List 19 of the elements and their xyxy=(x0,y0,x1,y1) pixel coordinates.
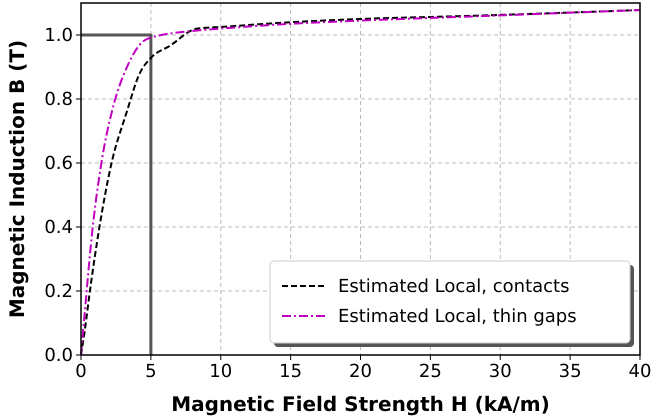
x-tick-label: 20 xyxy=(349,361,372,382)
x-tick-label: 25 xyxy=(418,361,442,382)
y-tick-label: 0.2 xyxy=(44,281,73,302)
x-tick-label: 15 xyxy=(279,361,302,382)
x-tick-label: 35 xyxy=(558,361,582,382)
x-tick-label: 30 xyxy=(488,361,512,382)
y-tick-label: 0.4 xyxy=(44,217,73,238)
legend-label: Estimated Local, contacts xyxy=(338,276,570,297)
x-tick-label: 40 xyxy=(628,361,651,382)
y-tick-label: 0.8 xyxy=(44,89,73,110)
y-tick-label: 0.6 xyxy=(44,153,73,174)
x-tick-label: 5 xyxy=(145,361,157,382)
y-axis-title: Magnetic Induction B (T) xyxy=(5,40,29,318)
y-tick-label: 0.0 xyxy=(44,345,73,366)
x-axis-title: Magnetic Field Strength H (kA/m) xyxy=(171,392,550,416)
y-tick-label: 1.0 xyxy=(44,25,73,46)
legend-label: Estimated Local, thin gaps xyxy=(338,306,577,327)
x-tick-label: 0 xyxy=(75,361,87,382)
x-tick-label: 10 xyxy=(209,361,232,382)
